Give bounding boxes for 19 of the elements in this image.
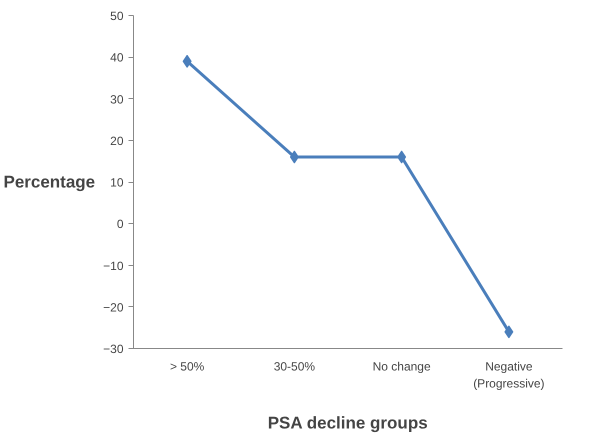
y-tick-label: −10 <box>103 258 124 273</box>
x-axis-title: PSA decline groups <box>268 413 428 432</box>
y-tick-label: 40 <box>110 50 124 65</box>
y-axis-title: Percentage <box>3 172 96 192</box>
y-tick-label: −20 <box>103 300 124 314</box>
y-tick-label: 20 <box>110 134 124 148</box>
point <box>182 54 192 68</box>
point <box>504 325 514 338</box>
y-tick-label: 30 <box>110 92 124 106</box>
y-tick-label: 50 <box>110 9 124 23</box>
x-tick-label: No change <box>372 360 431 374</box>
y-tick-label: 10 <box>110 176 124 190</box>
x-tick-label: > 50% <box>170 360 205 374</box>
x-tick-label: Negative (Progressive) <box>473 360 545 390</box>
y-tick-label: 0 <box>116 217 124 232</box>
y-tick-label: −30 <box>103 342 124 356</box>
x-tick-label: 30-50% <box>274 360 316 374</box>
point <box>397 150 406 164</box>
point <box>290 150 299 164</box>
